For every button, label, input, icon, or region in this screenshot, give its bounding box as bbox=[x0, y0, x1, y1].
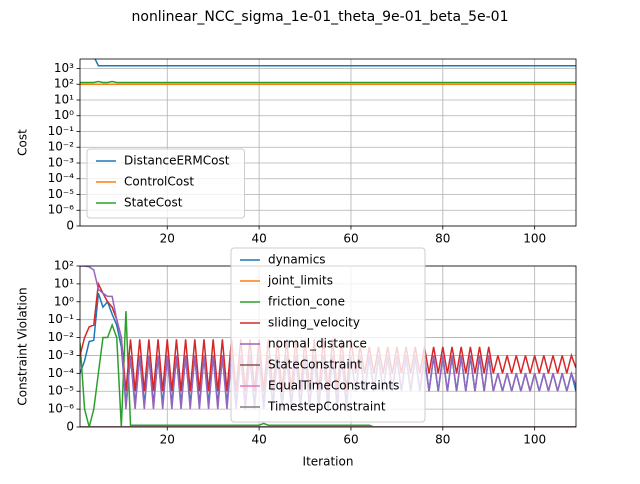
y-tick-label: 10¹ bbox=[54, 276, 74, 290]
y-axis-label: Constraint Violation bbox=[16, 287, 30, 405]
y-tick-label: 10⁻³ bbox=[48, 155, 75, 169]
y-tick-label: 10⁻⁶ bbox=[48, 402, 75, 416]
legend-label: normal_distance bbox=[268, 337, 367, 351]
legend-label: StateConstraint bbox=[268, 358, 362, 372]
y-tick-label: 10⁻³ bbox=[48, 348, 75, 362]
x-tick-label: 40 bbox=[251, 433, 266, 447]
y-tick-label: 10⁻² bbox=[48, 330, 75, 344]
y-tick-label: 10⁻¹ bbox=[48, 312, 75, 326]
y-tick-label: 10⁻⁵ bbox=[48, 384, 75, 398]
x-tick-label: 60 bbox=[343, 232, 358, 246]
plot-area bbox=[80, 59, 576, 85]
x-tick-label: 80 bbox=[435, 433, 450, 447]
series-line bbox=[80, 80, 576, 84]
x-tick-label: 20 bbox=[160, 433, 175, 447]
y-tick-label: 0 bbox=[66, 219, 74, 233]
y-tick-label: 10⁻⁴ bbox=[48, 171, 75, 185]
legend-label: StateCost bbox=[124, 196, 183, 210]
series-line bbox=[80, 311, 576, 427]
figure-title: nonlinear_NCC_sigma_1e-01_theta_9e-01_be… bbox=[132, 9, 509, 25]
x-axis-label: Iteration bbox=[303, 455, 354, 469]
y-tick-label: 10⁰ bbox=[54, 294, 74, 308]
x-tick-label: 40 bbox=[251, 232, 266, 246]
y-tick-label: 10² bbox=[54, 77, 74, 91]
y-tick-label: 10⁻⁶ bbox=[48, 203, 75, 217]
legend-label: sliding_velocity bbox=[268, 316, 360, 330]
legend-label: joint_limits bbox=[267, 274, 333, 288]
legend-label: ControlCost bbox=[124, 175, 194, 189]
y-tick-label: 10⁻⁴ bbox=[48, 366, 75, 380]
y-tick-label: 10² bbox=[54, 259, 74, 273]
legend-box bbox=[230, 247, 426, 423]
legend-box bbox=[86, 148, 245, 219]
legend-label: dynamics bbox=[268, 253, 326, 267]
legend-label: TimestepConstraint bbox=[267, 400, 386, 414]
y-tick-label: 10⁻¹ bbox=[48, 124, 75, 138]
y-axis-label: Cost bbox=[16, 129, 30, 156]
x-tick-label: 100 bbox=[523, 232, 546, 246]
y-tick-label: 10¹ bbox=[54, 92, 74, 106]
x-tick-label: 20 bbox=[160, 232, 175, 246]
x-tick-label: 100 bbox=[523, 433, 546, 447]
series-line bbox=[94, 59, 576, 67]
x-tick-label: 60 bbox=[343, 433, 358, 447]
legend-label: friction_cone bbox=[268, 295, 345, 309]
legend-label: DistanceERMCost bbox=[124, 154, 230, 168]
y-tick-label: 10³ bbox=[54, 61, 74, 75]
axes-frame bbox=[79, 58, 577, 227]
x-tick-label: 80 bbox=[435, 232, 450, 246]
y-tick-label: 10⁰ bbox=[54, 108, 74, 122]
legend-label: EqualTimeConstraints bbox=[268, 379, 399, 393]
y-tick-label: 10⁻⁵ bbox=[48, 187, 75, 201]
y-tick-label: 10⁻² bbox=[48, 140, 75, 154]
y-tick-label: 0 bbox=[66, 420, 74, 434]
